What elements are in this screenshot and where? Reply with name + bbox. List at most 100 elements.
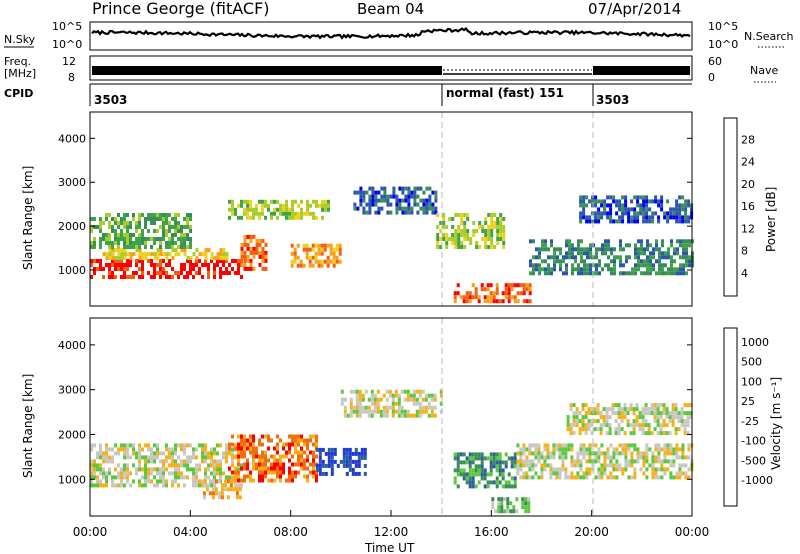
velocity-cell — [397, 397, 401, 402]
power-cell — [114, 256, 118, 261]
power-cell — [571, 243, 574, 248]
velocity-cell — [210, 451, 213, 456]
velocity-cell — [162, 483, 165, 488]
power-cell — [150, 263, 153, 267]
velocity-cell — [566, 423, 570, 428]
velocity-cell — [394, 409, 398, 414]
power-cell — [296, 243, 300, 248]
velocity-cell — [651, 451, 655, 456]
power-cell — [541, 267, 544, 272]
nsky-label: N.Sky — [4, 33, 36, 46]
power-cell — [422, 190, 426, 195]
velocity-cell — [540, 467, 544, 472]
velocity-cell — [354, 463, 358, 468]
power-cell — [285, 211, 288, 216]
velocity-cell — [681, 463, 685, 468]
velocity-cell — [657, 475, 661, 480]
power-cell — [681, 195, 685, 200]
site-title: Prince George (fitACF) — [92, 0, 270, 18]
power-cell — [604, 263, 607, 268]
power-cell — [640, 251, 643, 256]
velocity-cell — [567, 475, 571, 480]
velocity-cell — [504, 460, 508, 465]
velocity-cell — [129, 443, 132, 448]
velocity-cell — [603, 467, 607, 472]
power-cell — [240, 254, 244, 259]
velocity-cell — [312, 458, 315, 463]
velocity-cell — [603, 471, 607, 476]
power-cell — [246, 203, 249, 208]
velocity-cell — [340, 401, 344, 406]
power-cell — [528, 299, 532, 304]
power-cell — [159, 213, 162, 217]
velocity-cell — [324, 471, 328, 476]
power-cell — [186, 259, 189, 263]
velocity-cell — [361, 405, 365, 410]
velocity-cell — [180, 459, 183, 464]
power-cell — [386, 210, 390, 215]
power-cell — [618, 219, 622, 224]
velocity-cell — [99, 455, 102, 460]
power-cell — [645, 195, 649, 200]
velocity-cell — [516, 443, 520, 448]
power-cell — [413, 186, 417, 191]
y-tick-label: 1000 — [58, 473, 86, 486]
velocity-cell — [468, 460, 472, 465]
velocity-cell — [684, 463, 688, 468]
colorbar-tick-label: -1000 — [741, 474, 773, 487]
velocity-cell — [297, 442, 300, 447]
velocity-cell — [297, 470, 300, 475]
power-cell — [619, 259, 622, 264]
power-cell — [490, 221, 494, 225]
velocity-cell — [355, 389, 359, 394]
velocity-cell — [382, 393, 386, 398]
velocity-cell — [342, 459, 346, 464]
velocity-cell — [93, 467, 96, 472]
power-cell — [597, 207, 601, 212]
power-cell — [685, 251, 688, 256]
velocity-cell — [379, 413, 383, 418]
power-cell — [216, 259, 219, 263]
power-cell — [541, 247, 544, 252]
velocity-cell — [492, 464, 496, 469]
velocity-cell — [198, 483, 201, 488]
velocity-cell — [549, 471, 553, 476]
velocity-cell — [615, 451, 619, 456]
velocity-cell — [504, 452, 508, 457]
power-cell — [648, 215, 652, 220]
power-cell — [669, 211, 673, 216]
velocity-cell — [400, 413, 404, 418]
power-cell — [102, 237, 105, 241]
power-cell — [675, 211, 679, 216]
velocity-cell — [632, 431, 636, 436]
power-cell — [478, 245, 482, 249]
power-cell — [499, 237, 503, 241]
power-cell — [642, 195, 646, 200]
power-cell — [168, 263, 171, 267]
velocity-cell — [501, 484, 505, 489]
power-cell — [687, 219, 691, 224]
velocity-cell — [642, 455, 646, 460]
power-cell — [165, 245, 168, 249]
velocity-cell — [318, 451, 322, 456]
power-cell — [648, 219, 652, 224]
power-cell — [541, 239, 544, 244]
velocity-cell — [430, 409, 434, 414]
power-cell — [413, 194, 417, 199]
power-cell — [258, 238, 262, 243]
power-cell — [99, 225, 102, 229]
power-cell — [630, 215, 634, 220]
power-cell — [219, 267, 222, 271]
power-cell — [162, 229, 165, 233]
power-cell — [428, 202, 432, 207]
power-cell — [651, 215, 655, 220]
power-cell — [475, 229, 479, 233]
freq-label: Freq. — [4, 55, 31, 68]
power-cell — [264, 203, 267, 208]
velocity-cell — [219, 463, 222, 468]
power-cell — [225, 271, 228, 275]
power-cell — [129, 259, 132, 263]
velocity-cell — [641, 415, 645, 420]
velocity-cell — [267, 458, 270, 463]
velocity-cell — [579, 459, 583, 464]
